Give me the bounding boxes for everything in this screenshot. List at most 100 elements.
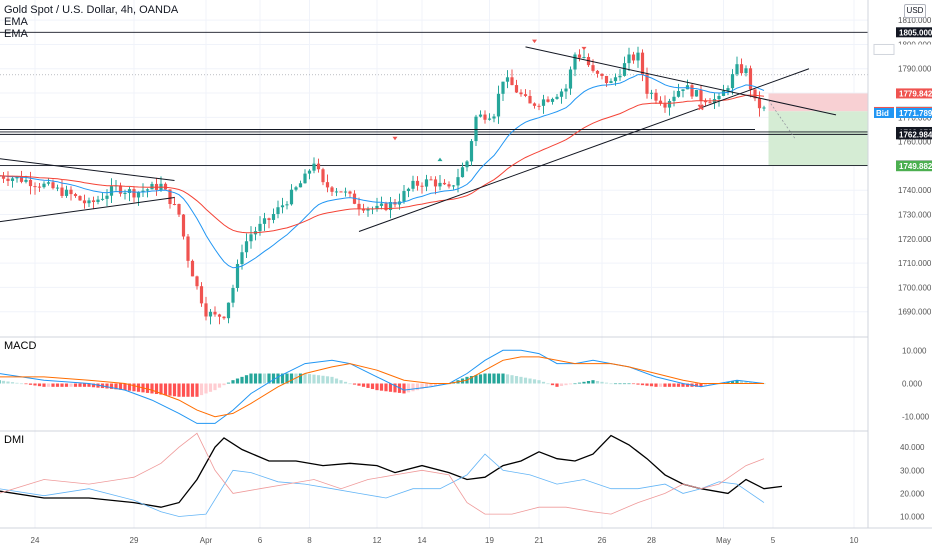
candle-body <box>739 64 744 74</box>
candle-body <box>600 73 604 76</box>
candle <box>46 178 51 186</box>
candle <box>249 226 253 249</box>
candle-body <box>438 182 442 187</box>
candle <box>375 197 379 212</box>
candle-body <box>352 193 357 204</box>
candle <box>447 181 451 189</box>
price-tag-value: 1749.882 <box>899 162 932 171</box>
candle-body <box>132 189 136 198</box>
candle-body <box>1 175 6 179</box>
ema-slow-line <box>0 94 765 234</box>
macd-histogram-bar <box>127 383 132 391</box>
candle-body <box>550 98 555 102</box>
candle <box>366 206 370 217</box>
macd-histogram-bar <box>568 383 573 385</box>
candle-body <box>190 260 195 277</box>
candle <box>244 233 249 258</box>
macd-histogram-bar <box>267 373 271 384</box>
candle <box>177 203 181 217</box>
candle <box>217 313 222 325</box>
candle <box>676 83 681 98</box>
candle-body <box>726 88 730 91</box>
indicator-ema-1[interactable]: EMA <box>4 16 28 28</box>
dmi-tick-label: 10.000 <box>900 512 925 521</box>
candle <box>294 185 298 192</box>
candle <box>303 169 307 184</box>
macd-histogram-bar <box>64 383 69 387</box>
candle-body <box>19 176 24 182</box>
candle <box>105 189 109 207</box>
candle-body <box>267 218 271 220</box>
candle <box>429 176 433 181</box>
macd-histogram-bar <box>528 378 532 384</box>
macd-histogram-bar <box>217 383 222 388</box>
macd-histogram-bar <box>109 383 114 389</box>
macd-histogram-bar <box>744 381 748 384</box>
candle <box>420 182 424 194</box>
candle <box>285 201 289 210</box>
macd-histogram-bar <box>573 383 577 385</box>
candle-body <box>514 85 519 93</box>
candle <box>181 214 186 240</box>
macd-histogram-bar <box>681 383 685 387</box>
macd-histogram-bar <box>735 380 739 384</box>
macd-histogram-bar <box>348 383 352 385</box>
candle <box>64 185 69 198</box>
candle-body <box>627 54 631 64</box>
macd-histogram-bar <box>325 376 330 384</box>
candle-body <box>424 179 429 187</box>
candle <box>433 176 438 195</box>
indicator-ema-2[interactable]: EMA <box>4 28 28 40</box>
macd-histogram-bar <box>303 373 307 384</box>
candle-body <box>195 276 199 287</box>
candle <box>199 282 204 307</box>
candle-body <box>60 187 64 196</box>
macd-histogram-bar <box>343 381 348 384</box>
candle-body <box>501 81 505 94</box>
currency-button[interactable]: USD <box>904 4 926 18</box>
macd-histogram-bar <box>532 379 537 384</box>
candle-body <box>613 77 618 82</box>
price-tick-label: 1790.000 <box>898 65 932 74</box>
candle-body <box>622 63 627 76</box>
candle-body <box>163 183 168 190</box>
macd-histogram-bar <box>199 383 204 396</box>
candle <box>672 90 676 107</box>
candle-body <box>109 186 114 196</box>
candle-body <box>64 189 69 196</box>
macd-histogram-bar <box>312 374 316 384</box>
candle <box>645 67 649 99</box>
macd-histogram-bar <box>370 383 375 390</box>
candle <box>442 179 447 185</box>
macd-histogram-bar <box>321 375 325 384</box>
candle <box>118 182 123 197</box>
candle-body <box>555 96 559 99</box>
candle-body <box>577 54 582 58</box>
macd-histogram-bar <box>541 381 546 384</box>
macd-histogram-bar <box>307 374 312 384</box>
candle <box>555 94 559 100</box>
candle <box>348 190 352 198</box>
dmi-title: DMI <box>4 434 24 446</box>
candle <box>577 49 582 62</box>
candle-body <box>573 54 577 70</box>
candle-body <box>10 178 15 181</box>
trendline-left-upper <box>0 158 175 181</box>
macd-histogram-bar <box>618 383 622 385</box>
macd-histogram-bar <box>249 373 253 384</box>
macd-histogram-bar <box>154 383 159 395</box>
candle <box>469 138 474 166</box>
candle <box>658 96 663 106</box>
candle <box>33 182 37 195</box>
candle <box>87 197 91 207</box>
candle-body <box>298 183 303 188</box>
candle-body <box>42 183 46 188</box>
candle <box>690 83 694 100</box>
macd-histogram-bar <box>235 378 240 384</box>
candle-body <box>451 185 456 187</box>
candle-body <box>258 223 262 232</box>
price-tick-label: 1760.000 <box>898 138 932 147</box>
macd-histogram-bar <box>487 373 492 384</box>
time-tick-label: 19 <box>485 536 494 545</box>
